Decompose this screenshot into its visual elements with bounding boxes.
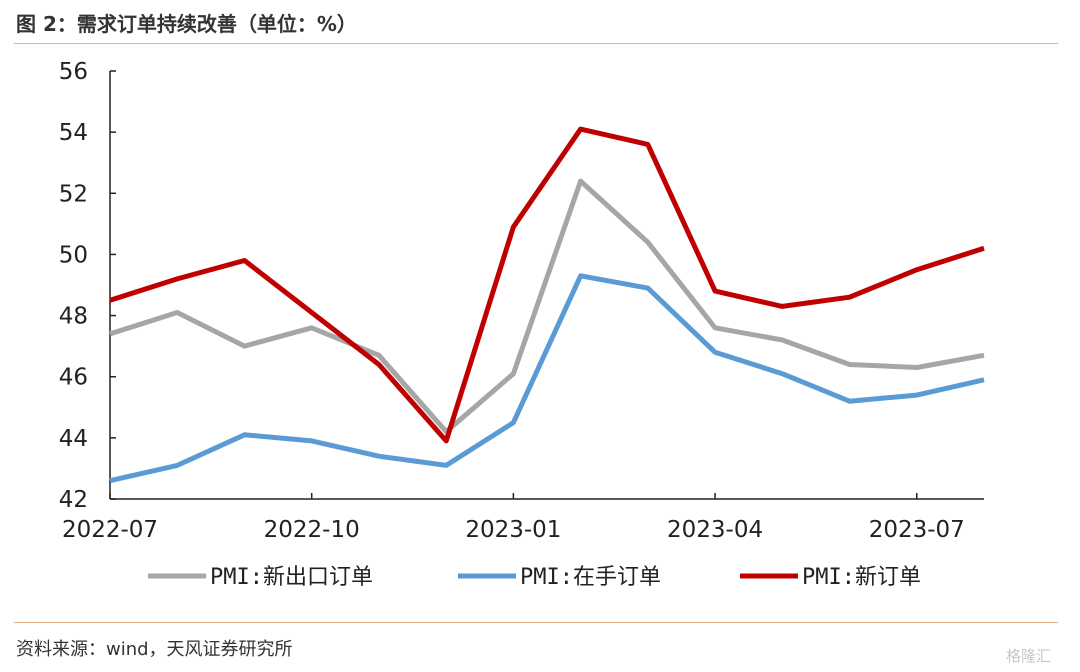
footer-divider <box>14 622 1058 623</box>
source-note: 资料来源：wind，天风证券研究所 <box>16 639 293 660</box>
legend-label-1: PMI:新出口订单 <box>210 565 373 590</box>
x-tick-label: 2023-07 <box>869 517 965 543</box>
series-line-2 <box>109 273 985 484</box>
legend-label-3: PMI:新订单 <box>802 565 921 590</box>
chart-title: 图 2：需求订单持续改善（单位：%） <box>16 12 357 36</box>
chart-axes: 42 44 46 48 50 52 54 56 2022-07 2022-10 2023-01 202… <box>59 59 984 543</box>
header-divider <box>14 43 1058 44</box>
y-tick-label: 50 <box>59 242 88 268</box>
series-line-3 <box>109 126 985 444</box>
x-tick-label: 2022-07 <box>62 517 158 543</box>
y-tick-label: 46 <box>59 365 88 391</box>
series-line-1 <box>109 178 985 435</box>
watermark-logo: 格隆汇 <box>1006 647 1052 665</box>
y-tick-label: 56 <box>59 59 88 85</box>
chart-series <box>109 126 985 484</box>
x-tick-label: 2023-04 <box>667 517 763 543</box>
x-tick-label: 2022-10 <box>264 517 360 543</box>
y-tick-label: 48 <box>59 304 88 330</box>
y-tick-label: 52 <box>59 181 88 207</box>
y-tick-label: 54 <box>59 120 88 146</box>
x-tick-label: 2023-01 <box>465 517 561 543</box>
line-chart: 42 44 46 48 50 52 54 56 2022-07 2022-10 2023-01 202… <box>59 59 985 590</box>
legend-label-2: PMI:在手订单 <box>520 565 661 590</box>
y-tick-label: 42 <box>59 487 88 513</box>
chart-legend: PMI:新出口订单 PMI:在手订单 PMI:新订单 <box>148 565 921 590</box>
y-tick-label: 44 <box>59 426 88 452</box>
